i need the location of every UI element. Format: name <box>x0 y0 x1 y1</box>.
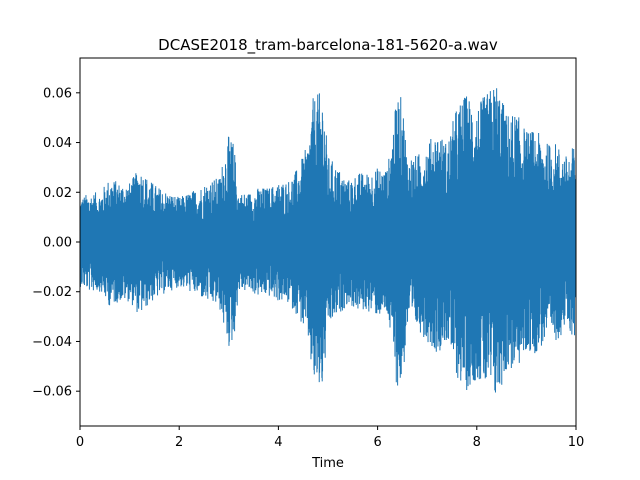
y-tick-label: 0.00 <box>43 236 72 251</box>
y-axis: −0.06 −0.04 −0.02 0.00 0.02 0.04 0.06 <box>32 86 80 400</box>
x-axis: 0 2 4 6 8 10 <box>76 426 584 450</box>
x-tick-label: 10 <box>568 435 585 450</box>
y-tick-label: 0.04 <box>43 136 72 151</box>
x-tick-label: 0 <box>76 435 84 450</box>
y-tick-label: 0.02 <box>43 186 72 201</box>
chart-title: DCASE2018_tram-barcelona-181-5620-a.wav <box>158 36 498 55</box>
y-tick-label: −0.04 <box>32 335 72 350</box>
waveform-series-line <box>80 88 576 393</box>
y-tick-label: −0.02 <box>32 285 72 300</box>
x-tick-label: 6 <box>373 435 381 450</box>
x-tick-label: 8 <box>473 435 481 450</box>
x-tick-label: 4 <box>274 435 282 450</box>
x-tick-label: 2 <box>175 435 183 450</box>
y-tick-label: 0.06 <box>43 86 72 101</box>
y-tick-label: −0.06 <box>32 385 72 400</box>
x-axis-label: Time <box>311 456 344 471</box>
plot-area <box>80 88 576 393</box>
